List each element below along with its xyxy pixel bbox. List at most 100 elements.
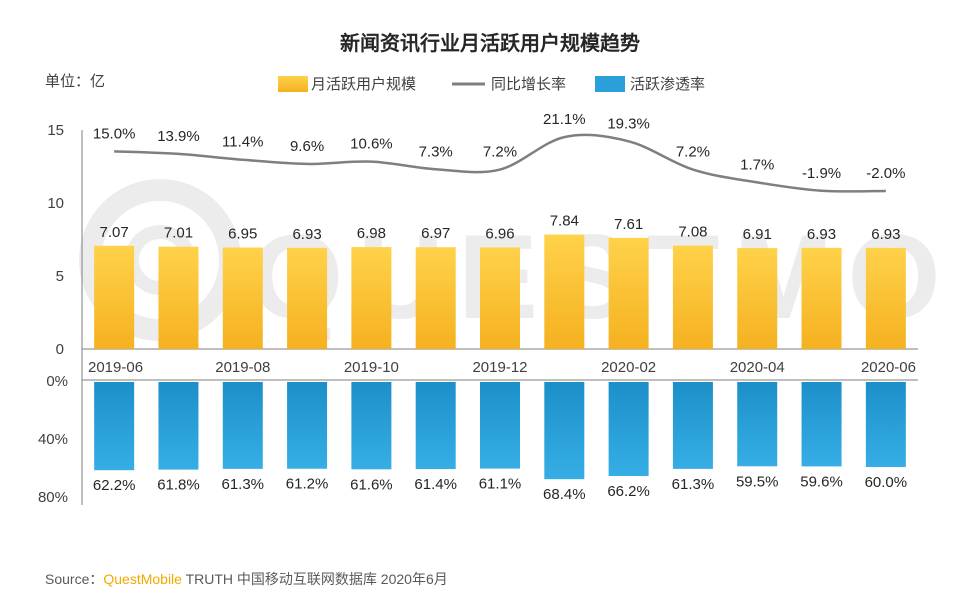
- penetration-bar: [94, 382, 135, 471]
- penetration-bar: [287, 382, 328, 469]
- mau-label: 6.93: [871, 226, 900, 243]
- penetration-bar: [480, 382, 520, 469]
- top-y-tick-label: 5: [56, 268, 64, 285]
- penetration-label: 68.4%: [543, 486, 586, 503]
- growth-label: 7.2%: [676, 144, 710, 161]
- mau-label: 7.08: [678, 224, 707, 241]
- mau-bar: [865, 247, 906, 349]
- top-y-tick-label: 0: [56, 341, 64, 358]
- mau-bar: [287, 247, 328, 349]
- legend: 月活跃用户规模 同比增长率 活跃渗透率: [278, 75, 705, 93]
- penetration-label: 61.1%: [479, 476, 522, 493]
- growth-label: 7.2%: [483, 144, 517, 161]
- growth-label: 11.4%: [222, 134, 263, 151]
- mau-bar: [672, 245, 713, 349]
- mau-label: 6.95: [228, 226, 257, 243]
- growth-line: [114, 133, 886, 193]
- bottom-y-tick-label: 40%: [38, 431, 68, 448]
- mau-bar: [351, 247, 392, 349]
- legend-label-growth: 同比增长率: [491, 75, 566, 93]
- x-tick-label: 2019-06: [88, 359, 143, 376]
- penetration-label: 59.6%: [800, 473, 843, 490]
- penetration-label: 66.2%: [607, 483, 650, 500]
- top-y-ticks: 0 5 10 15: [47, 122, 64, 358]
- x-tick-label: 2020-04: [730, 359, 785, 376]
- mau-bar: [608, 237, 649, 349]
- growth-label: -2.0%: [866, 165, 905, 182]
- growth-label: -1.9%: [802, 165, 841, 182]
- mau-label: 7.01: [164, 225, 193, 242]
- penetration-bars: [94, 382, 906, 480]
- growth-label: 7.3%: [419, 143, 453, 160]
- mau-label: 6.93: [292, 226, 321, 243]
- growth-label: 13.9%: [157, 128, 200, 145]
- mau-label: 7.07: [100, 224, 129, 241]
- mau-label: 6.91: [743, 226, 772, 243]
- mau-bar: [737, 248, 778, 349]
- chart-title: 新闻资讯行业月活跃用户规模趋势: [340, 31, 640, 55]
- bottom-y-tick-label: 0%: [46, 373, 68, 390]
- penetration-bar: [222, 382, 263, 469]
- x-tick-label: 2019-10: [344, 359, 399, 376]
- growth-data-labels: 15.0% 13.9% 11.4% 9.6% 10.6% 7.3% 7.2% 21.1% 19.…: [93, 111, 906, 182]
- penetration-bar: [544, 382, 585, 480]
- penetration-label: 60.0%: [865, 474, 908, 491]
- x-tick-labels: 2019-06 2019-08 2019-10 2019-12 2020-02 2020-…: [88, 359, 916, 376]
- growth-line-group: [114, 133, 886, 193]
- growth-label: 10.6%: [350, 136, 393, 153]
- mau-bar: [544, 234, 585, 349]
- penetration-label: 59.5%: [736, 473, 779, 490]
- mau-bar: [94, 245, 135, 349]
- mau-bar: [415, 247, 456, 349]
- penetration-bar: [415, 382, 456, 470]
- penetration-bar: [351, 382, 392, 470]
- mau-data-labels: 7.07 7.01 6.95 6.93 6.98 6.97 6.96 7.84 7.61 7.08…: [100, 213, 901, 244]
- growth-label: 9.6%: [290, 138, 324, 155]
- legend-swatch-penetration: [595, 76, 625, 92]
- growth-label: 21.1%: [543, 111, 586, 128]
- legend-label-mau: 月活跃用户规模: [311, 75, 416, 93]
- penetration-label: 62.2%: [93, 477, 136, 494]
- mau-label: 7.84: [550, 213, 579, 230]
- growth-label: 1.7%: [740, 156, 774, 173]
- source-prefix: Source：: [45, 571, 104, 587]
- penetration-bar: [865, 382, 906, 467]
- mau-bar: [801, 247, 842, 349]
- x-tick-label: 2020-02: [601, 359, 656, 376]
- top-y-tick-label: 15: [47, 122, 64, 139]
- legend-label-penetration: 活跃渗透率: [630, 75, 705, 93]
- x-tick-label: 2019-08: [215, 359, 270, 376]
- x-tick-label: 2019-12: [472, 359, 527, 376]
- bottom-y-tick-label: 80%: [38, 489, 68, 506]
- mau-label: 7.61: [614, 216, 643, 233]
- top-y-tick-label: 10: [47, 195, 64, 212]
- penetration-bar: [801, 382, 842, 467]
- penetration-bar: [608, 382, 649, 476]
- penetration-bar: [158, 382, 199, 470]
- mau-label: 6.93: [807, 226, 836, 243]
- mau-bar: [222, 247, 263, 349]
- source-rest: TRUTH 中国移动互联网数据库 2020年6月: [181, 571, 448, 587]
- source-brand: QuestMobile: [103, 571, 182, 587]
- penetration-label: 61.2%: [286, 476, 329, 493]
- penetration-label: 61.8%: [157, 477, 200, 494]
- mau-bars: [94, 234, 906, 349]
- x-tick-label: 2020-06: [861, 359, 916, 376]
- growth-label: 15.0%: [93, 125, 136, 142]
- penetration-bar: [737, 382, 778, 467]
- mau-label: 6.97: [421, 225, 450, 242]
- mau-label: 6.98: [357, 225, 386, 242]
- bottom-y-ticks: 0% 40% 80%: [38, 373, 68, 506]
- penetration-bar: [672, 382, 713, 469]
- penetration-label: 61.3%: [221, 476, 264, 493]
- mau-bar: [480, 247, 520, 349]
- penetration-label: 61.4%: [414, 476, 457, 493]
- legend-swatch-mau: [278, 76, 308, 92]
- penetration-label: 61.6%: [350, 476, 393, 493]
- penetration-data-labels: 62.2% 61.8% 61.3% 61.2% 61.6% 61.4% 61.1% 68.4%…: [93, 473, 907, 503]
- penetration-label: 61.3%: [672, 476, 715, 493]
- mau-label: 6.96: [485, 225, 514, 242]
- growth-label: 19.3%: [607, 115, 650, 132]
